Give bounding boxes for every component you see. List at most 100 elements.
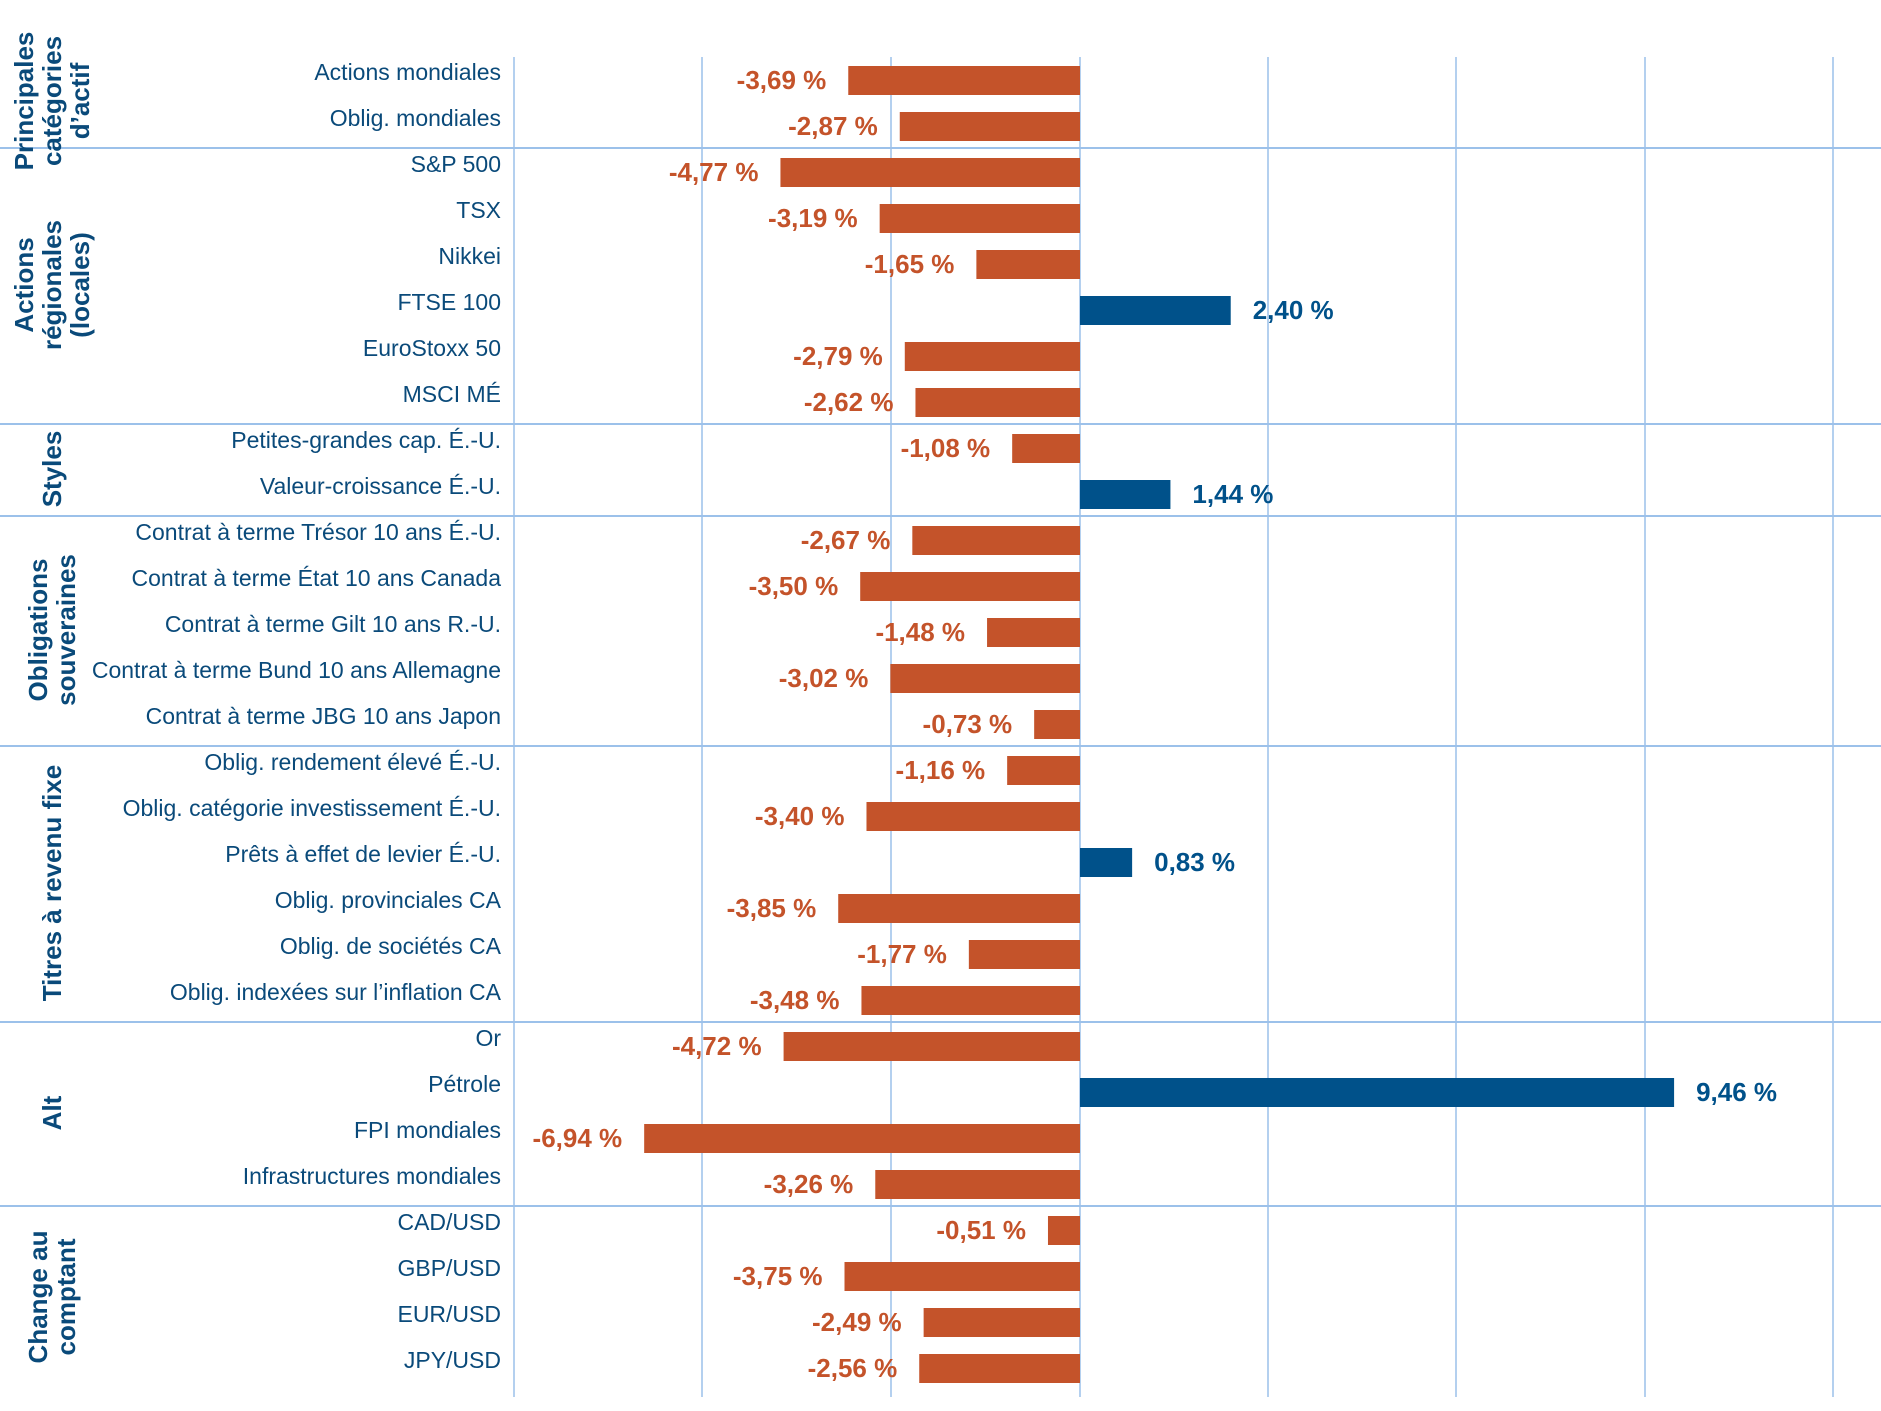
bar bbox=[875, 1170, 1080, 1199]
row-label: EUR/USD bbox=[397, 1301, 501, 1327]
bar bbox=[838, 894, 1080, 923]
value-label: 2,40 % bbox=[1253, 295, 1334, 325]
group-label: Titres à revenu fixe bbox=[37, 765, 67, 1002]
group-label: Styles bbox=[37, 431, 67, 508]
group-label-line: Titres à revenu fixe bbox=[37, 765, 67, 1002]
row-label: CAD/USD bbox=[397, 1209, 501, 1235]
group-label-line: catégories bbox=[37, 36, 67, 166]
value-label: -3,40 % bbox=[755, 801, 845, 831]
bars bbox=[644, 66, 1675, 1383]
value-label: -4,72 % bbox=[672, 1031, 762, 1061]
value-label: -3,26 % bbox=[764, 1169, 854, 1199]
value-label: -2,56 % bbox=[808, 1353, 898, 1383]
value-label: -2,87 % bbox=[788, 111, 878, 141]
group-label-line: Actions bbox=[9, 237, 39, 332]
bar bbox=[1007, 756, 1080, 785]
row-label: Or bbox=[475, 1025, 501, 1051]
bar bbox=[1012, 434, 1080, 463]
bar bbox=[866, 802, 1080, 831]
value-label: -2,49 % bbox=[812, 1307, 902, 1337]
bar bbox=[912, 526, 1080, 555]
row-label: Actions mondiales bbox=[314, 59, 501, 85]
value-label: -2,62 % bbox=[804, 387, 894, 417]
row-labels: Actions mondiales Oblig. mondiales S&P 500… bbox=[92, 59, 502, 1373]
row-label: FPI mondiales bbox=[354, 1117, 501, 1143]
value-label: -0,73 % bbox=[923, 709, 1013, 739]
value-label: -3,85 % bbox=[727, 893, 817, 923]
value-label: -1,77 % bbox=[857, 939, 947, 969]
row-label: Contrat à terme JBG 10 ans Japon bbox=[146, 703, 501, 729]
bar bbox=[1080, 848, 1133, 877]
row-label: JPY/USD bbox=[404, 1347, 501, 1373]
value-label: -3,69 % bbox=[737, 65, 827, 95]
group-label-line: Alt bbox=[37, 1095, 67, 1130]
row-label: Valeur-croissance É.-U. bbox=[260, 473, 501, 499]
bar bbox=[987, 618, 1080, 647]
group-label: Obligationssouveraines bbox=[23, 554, 81, 706]
bar bbox=[848, 66, 1080, 95]
bar bbox=[783, 1032, 1080, 1061]
row-label: Contrat à terme État 10 ans Canada bbox=[132, 565, 502, 591]
value-label: -2,67 % bbox=[801, 525, 891, 555]
row-label: Oblig. de sociétés CA bbox=[280, 933, 502, 959]
bar bbox=[861, 986, 1080, 1015]
value-label: -3,75 % bbox=[733, 1261, 823, 1291]
value-label: -1,48 % bbox=[875, 617, 965, 647]
row-label: Contrat à terme Bund 10 ans Allemagne bbox=[92, 657, 501, 683]
group-label: Principalescatégoriesd’actif bbox=[9, 32, 95, 171]
row-label: Pétrole bbox=[428, 1071, 501, 1097]
value-label: -4,77 % bbox=[669, 157, 759, 187]
row-label: S&P 500 bbox=[411, 151, 501, 177]
row-label: Oblig. indexées sur l’inflation CA bbox=[170, 979, 502, 1005]
bar bbox=[923, 1308, 1080, 1337]
group-label-line: régionales bbox=[37, 220, 67, 350]
bar bbox=[780, 158, 1080, 187]
value-label: 1,44 % bbox=[1192, 479, 1273, 509]
row-label: Nikkei bbox=[438, 243, 501, 269]
bar bbox=[904, 342, 1080, 371]
bar bbox=[1080, 480, 1171, 509]
row-label: Oblig. provinciales CA bbox=[275, 887, 502, 913]
value-label: 0,83 % bbox=[1154, 847, 1235, 877]
bar bbox=[844, 1262, 1080, 1291]
group-separators bbox=[0, 147, 1881, 1207]
row-label: GBP/USD bbox=[397, 1255, 501, 1281]
value-label: -0,51 % bbox=[936, 1215, 1026, 1245]
row-label: Infrastructures mondiales bbox=[243, 1163, 501, 1189]
row-label: Petites-grandes cap. É.-U. bbox=[231, 427, 501, 453]
bar bbox=[1080, 1078, 1675, 1107]
group-labels: Principalescatégoriesd’actif Actionsrégio… bbox=[9, 32, 95, 1364]
group-label-line: Obligations bbox=[23, 559, 53, 702]
group-label-line: (locales) bbox=[65, 232, 95, 338]
value-label: -1,16 % bbox=[896, 755, 986, 785]
value-label: 9,46 % bbox=[1696, 1077, 1777, 1107]
group-label-line: souveraines bbox=[51, 554, 81, 706]
group-label-line: comptant bbox=[51, 1238, 81, 1355]
value-label: -3,02 % bbox=[779, 663, 869, 693]
group-label: Change aucomptant bbox=[23, 1231, 81, 1364]
value-label: -3,19 % bbox=[768, 203, 858, 233]
bar bbox=[890, 664, 1080, 693]
grid-lines bbox=[513, 57, 1834, 1397]
row-label: Oblig. rendement élevé É.-U. bbox=[204, 749, 501, 775]
bar bbox=[899, 112, 1080, 141]
row-label: Prêts à effet de levier É.-U. bbox=[225, 841, 501, 867]
group-label: Actionsrégionales(locales) bbox=[9, 220, 95, 350]
row-label: Oblig. catégorie investissement É.-U. bbox=[123, 795, 501, 821]
row-label: Contrat à terme Gilt 10 ans R.-U. bbox=[165, 611, 501, 637]
group-label-line: d’actif bbox=[65, 62, 95, 139]
value-label: -3,48 % bbox=[750, 985, 840, 1015]
bar bbox=[1034, 710, 1080, 739]
bar bbox=[919, 1354, 1080, 1383]
group-label: Alt bbox=[37, 1095, 67, 1130]
bar bbox=[915, 388, 1080, 417]
value-label: -1,08 % bbox=[901, 433, 991, 463]
bar bbox=[879, 204, 1080, 233]
value-labels: -3,69 % -2,87 % -4,77 % -3,19 %-1,65 % 2,40 … bbox=[533, 65, 1777, 1383]
row-label: MSCI MÉ bbox=[403, 381, 501, 407]
group-label-line: Principales bbox=[9, 32, 39, 171]
bar bbox=[1080, 296, 1231, 325]
bar bbox=[976, 250, 1080, 279]
row-label: EuroStoxx 50 bbox=[363, 335, 501, 361]
